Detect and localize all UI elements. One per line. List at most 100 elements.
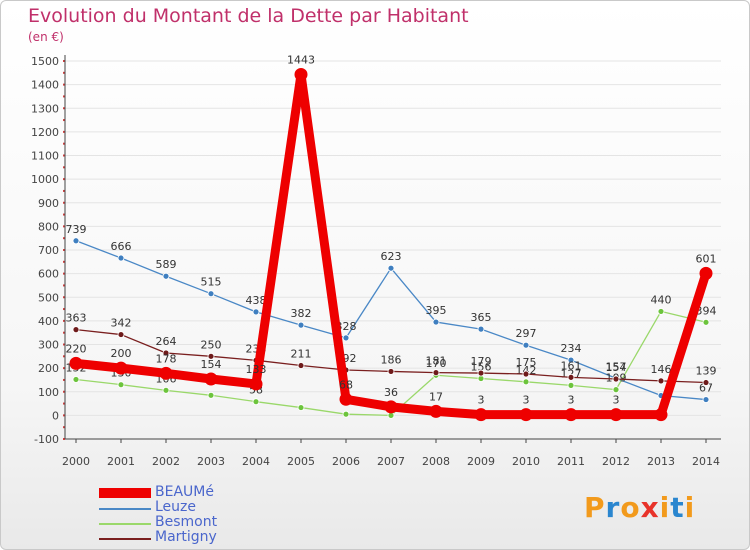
data-label-martigny: 179 — [471, 355, 492, 368]
y-minor-tick — [63, 237, 65, 240]
y-minor-tick — [63, 367, 65, 370]
legend-swatch-beaume — [99, 488, 151, 498]
y-minor-tick — [63, 414, 65, 417]
data-point-besmont — [252, 398, 260, 406]
data-point-besmont — [72, 376, 80, 383]
y-minor-tick — [63, 308, 65, 311]
y-tick-label: 100 — [38, 386, 59, 399]
x-tick-label: 2011 — [557, 455, 585, 468]
y-minor-tick — [63, 60, 65, 62]
y-tick-label: 1500 — [31, 55, 59, 68]
data-point-besmont — [702, 318, 710, 326]
data-label-beaum: 3 — [613, 394, 620, 407]
y-tick-label: 600 — [38, 268, 59, 281]
data-point-beaum — [474, 408, 488, 422]
y-minor-tick — [63, 107, 65, 110]
x-tick-label: 2013 — [647, 455, 675, 468]
x-tick-label: 2004 — [242, 455, 270, 468]
y-minor-tick — [63, 213, 65, 216]
y-tick-label: 500 — [38, 291, 59, 304]
y-tick-label: 1300 — [31, 102, 59, 115]
data-point-besmont — [342, 410, 350, 418]
data-label-leuze: 297 — [516, 327, 537, 340]
data-point-leuze — [702, 396, 710, 403]
data-point-leuze — [477, 325, 485, 333]
y-tick-label: 0 — [52, 409, 59, 422]
logo-letter: P — [584, 491, 606, 524]
data-label-leuze: 157 — [606, 360, 627, 373]
chart-title: Evolution du Montant de la Dette par Hab… — [28, 5, 469, 27]
y-minor-tick — [63, 402, 65, 405]
data-label-beaum: 36 — [384, 386, 398, 399]
data-label-leuze: 666 — [111, 240, 132, 253]
data-label-beaum: 601 — [696, 252, 717, 265]
y-minor-tick — [63, 390, 65, 393]
data-label-martigny: 264 — [156, 335, 177, 348]
y-tick-label: 900 — [38, 197, 59, 210]
y-minor-tick — [63, 438, 65, 440]
x-tick-label: 2002 — [152, 455, 180, 468]
data-point-leuze — [567, 356, 575, 364]
data-label-leuze: 739 — [66, 223, 87, 236]
data-point-leuze — [432, 318, 440, 326]
logo-letter: x — [640, 491, 660, 524]
data-label-martigny: 250 — [201, 338, 222, 351]
data-point-beaum — [564, 408, 578, 422]
y-minor-tick — [63, 166, 65, 169]
legend-swatch-leuze — [99, 508, 151, 510]
data-point-beaum — [159, 366, 173, 380]
legend-label-besmont: Besmont — [155, 514, 218, 530]
legend-label-martigny: Martigny — [155, 529, 217, 545]
data-point-martigny — [117, 331, 125, 338]
data-label-leuze: 589 — [156, 258, 177, 271]
y-minor-tick — [63, 249, 65, 251]
data-point-martigny — [567, 373, 575, 381]
y-tick-label: 1000 — [31, 173, 59, 186]
data-point-besmont — [567, 381, 575, 389]
data-point-leuze — [522, 341, 530, 349]
x-tick-label: 2007 — [377, 455, 405, 468]
data-label-martigny: 154 — [606, 361, 627, 374]
data-label-leuze: 623 — [381, 250, 402, 263]
y-tick-label: 700 — [38, 244, 59, 257]
data-label-leuze: 438 — [246, 294, 267, 307]
data-point-beaum — [249, 377, 263, 391]
data-label-leuze: 365 — [471, 311, 492, 324]
data-point-beaum — [699, 266, 713, 280]
y-minor-tick — [63, 260, 65, 263]
x-tick-label: 2014 — [692, 455, 720, 468]
data-point-leuze — [342, 334, 350, 342]
data-label-martigny: 363 — [66, 312, 87, 325]
y-minor-tick — [63, 225, 65, 228]
data-point-besmont — [162, 386, 170, 394]
data-point-martigny — [477, 369, 485, 377]
legend-swatch-martigny — [99, 538, 151, 540]
data-point-besmont — [522, 378, 530, 386]
y-minor-tick — [63, 95, 65, 98]
y-minor-tick — [63, 319, 65, 322]
y-minor-tick — [63, 331, 65, 334]
y-minor-tick — [63, 296, 65, 299]
data-point-leuze — [387, 264, 395, 272]
y-minor-tick — [63, 189, 65, 192]
data-label-martigny: 146 — [651, 363, 672, 376]
y-minor-tick — [63, 272, 65, 275]
data-point-beaum — [294, 67, 308, 81]
data-label-martigny: 211 — [291, 348, 312, 361]
x-tick-label: 2000 — [62, 455, 90, 468]
y-tick-label: 1100 — [31, 150, 59, 163]
x-tick-label: 2009 — [467, 455, 495, 468]
chart-unit: (en €) — [28, 30, 64, 44]
y-minor-tick — [63, 378, 65, 381]
data-point-martigny — [162, 349, 170, 357]
data-point-besmont — [207, 391, 215, 399]
data-label-leuze: 234 — [561, 342, 582, 355]
data-point-beaum — [69, 356, 83, 370]
data-point-beaum — [609, 408, 623, 422]
data-point-leuze — [72, 237, 80, 245]
y-minor-tick — [63, 130, 65, 133]
y-minor-tick — [63, 154, 65, 157]
logo-letter: r — [605, 491, 621, 524]
data-label-martigny: 186 — [381, 353, 402, 366]
data-label-beaum: 1443 — [287, 53, 315, 66]
